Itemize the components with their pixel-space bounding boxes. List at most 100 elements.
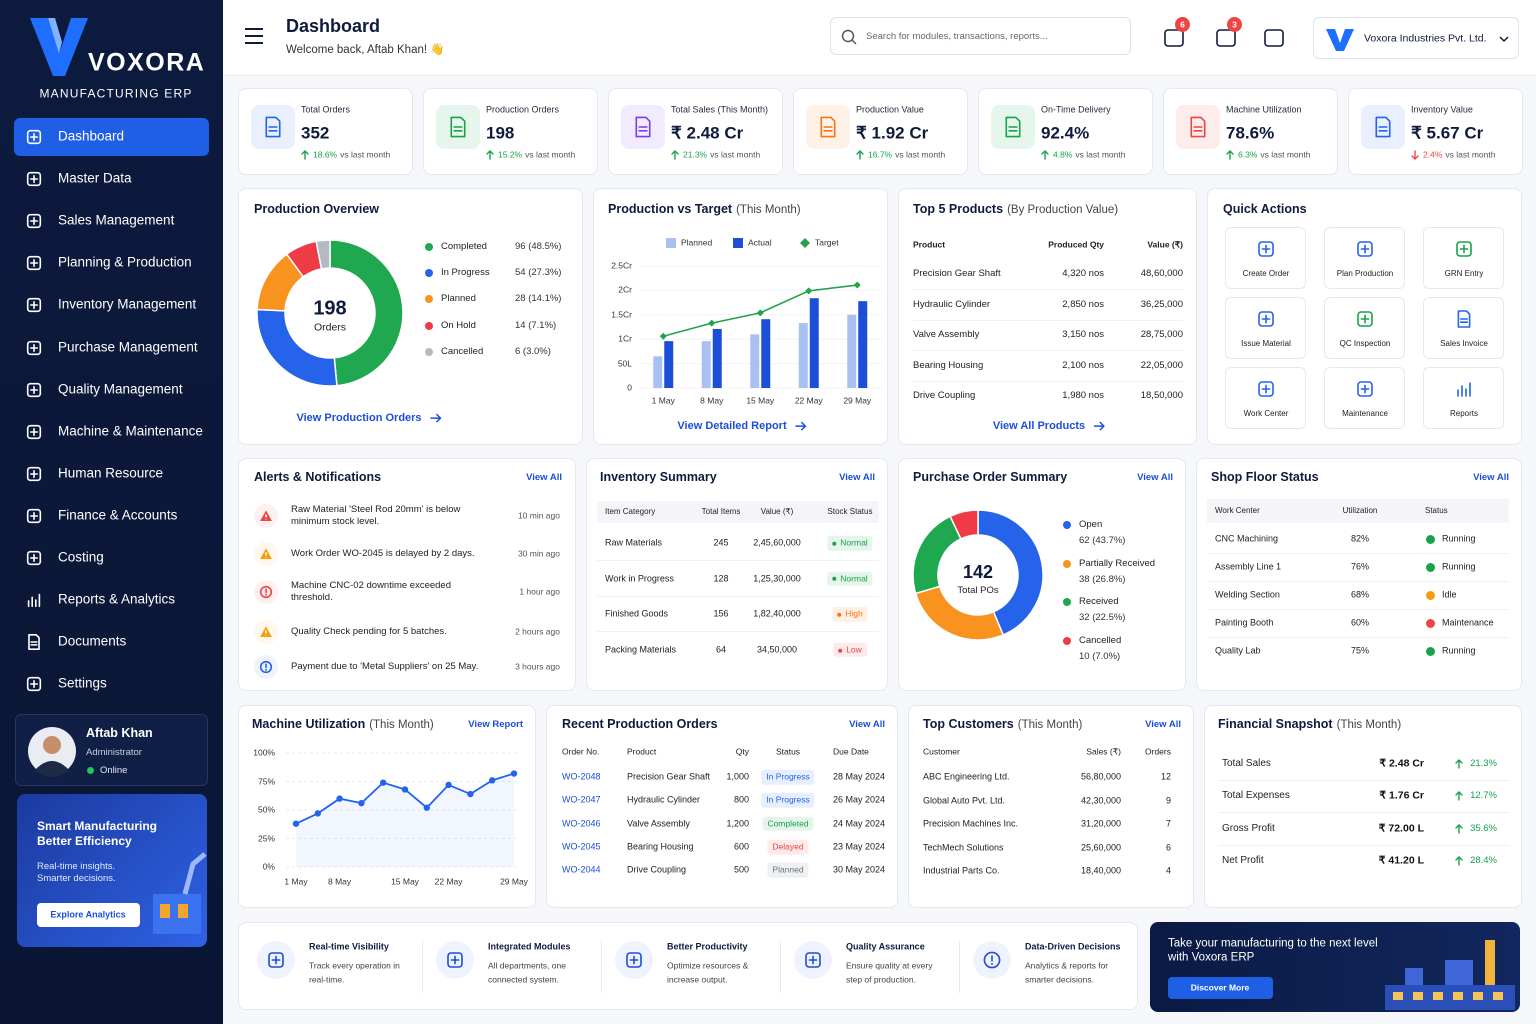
footer-link[interactable]: View Detailed Report: [677, 420, 807, 434]
icon: [26, 466, 42, 481]
quick-action-tile[interactable]: Work Center: [1225, 367, 1306, 429]
alert-time: 3 hours ago: [515, 661, 560, 672]
menu-item[interactable]: Machine & Maintenance: [58, 423, 203, 439]
quick-action-tile[interactable]: Sales Invoice: [1423, 297, 1504, 359]
menu-item[interactable]: Settings: [58, 675, 107, 691]
column-header: Customer: [923, 746, 960, 757]
title-text: Purchase Order Summary: [913, 470, 1068, 485]
company-logo: [1326, 29, 1354, 51]
header-icon-button[interactable]: [1215, 27, 1237, 49]
action-label[interactable]: Create Order: [1242, 269, 1290, 278]
icon: [1258, 241, 1274, 257]
quick-action-tile[interactable]: Issue Material: [1225, 297, 1306, 359]
status-badge: High: [832, 606, 868, 622]
icon: [265, 116, 281, 138]
subtitle-text: (By Production Value): [1007, 204, 1119, 217]
view-all-link[interactable]: View All: [1473, 472, 1509, 484]
view-all-link[interactable]: View All: [849, 719, 885, 731]
footer-link[interactable]: View All Products: [993, 420, 1106, 434]
legend-swatch: [666, 238, 676, 248]
trend-arrow: [1455, 823, 1463, 834]
icon-shape: [29, 343, 39, 352]
fin-label: Total Expenses: [1222, 790, 1290, 802]
footer-link[interactable]: View Production Orders: [296, 412, 442, 426]
menu-item[interactable]: Documents: [58, 633, 127, 649]
calendar-button[interactable]: [1263, 27, 1285, 49]
company-selector[interactable]: Voxora Industries Pvt. Ltd.: [1313, 17, 1519, 59]
menu-item[interactable]: Finance & Accounts: [58, 507, 178, 523]
quick-action-tile[interactable]: QC Inspection: [1324, 297, 1405, 359]
action-label[interactable]: Maintenance: [1342, 409, 1388, 418]
action-label[interactable]: Sales Invoice: [1440, 339, 1488, 348]
cta-button[interactable]: Discover More: [1168, 977, 1273, 999]
chevron: [1499, 36, 1509, 43]
menu-item[interactable]: Costing: [58, 549, 104, 565]
table-cell: 24 May 2024: [833, 817, 886, 828]
icon-shape: [1360, 314, 1370, 324]
quick-action-tile[interactable]: Reports: [1423, 367, 1504, 429]
fin-change: 21.3%: [1470, 758, 1497, 770]
column-header: Value (₹): [1147, 239, 1183, 250]
target-point: [805, 287, 813, 295]
icon-shape: [26, 214, 42, 229]
menu-item[interactable]: Inventory Management: [58, 296, 197, 312]
order-link[interactable]: WO-2046: [562, 817, 601, 828]
view-all-link[interactable]: View Report: [468, 719, 523, 731]
bar: [798, 323, 808, 388]
view-all-link[interactable]: View All: [1137, 472, 1173, 484]
feature-divider: [959, 941, 960, 993]
y-tick-label: 0%: [262, 861, 275, 872]
button-label[interactable]: Discover More: [1190, 982, 1250, 993]
icon-shape: [26, 424, 42, 439]
action-label[interactable]: Plan Production: [1336, 269, 1394, 278]
action-label[interactable]: Work Center: [1243, 409, 1289, 418]
icon: [1357, 311, 1373, 327]
trend-arrow: [1041, 150, 1049, 160]
order-link[interactable]: WO-2044: [562, 864, 601, 875]
menu-item[interactable]: Dashboard: [58, 128, 125, 144]
legend-dot: [1063, 637, 1071, 646]
search-box[interactable]: Search for modules, transactions, report…: [830, 17, 1131, 55]
menu-item[interactable]: Human Resource: [58, 465, 164, 481]
arrow-shape: [430, 413, 442, 423]
status-dot: [837, 612, 842, 617]
table-cell: Drive Coupling: [627, 864, 687, 875]
quick-action-tile[interactable]: Maintenance: [1324, 367, 1405, 429]
action-label[interactable]: QC Inspection: [1339, 339, 1391, 348]
order-link[interactable]: WO-2047: [562, 794, 601, 805]
top-customers-card: Top Customers (This Month) View All Custome…: [908, 705, 1194, 908]
menu-item[interactable]: Planning & Production: [58, 254, 192, 270]
order-link[interactable]: WO-2045: [562, 841, 601, 852]
menu-item[interactable]: Quality Management: [58, 381, 183, 397]
menu-item[interactable]: Purchase Management: [58, 339, 198, 355]
header-icon-button[interactable]: [1163, 27, 1185, 49]
legend-value: 38 (26.8%): [1079, 573, 1126, 585]
feature-text: Optimize resources & increase output.: [667, 960, 749, 984]
icon: [259, 585, 273, 599]
icon-shape: [635, 116, 651, 138]
button-label[interactable]: Explore Analytics: [50, 909, 126, 920]
card-title: Purchase Order Summary: [913, 470, 1067, 486]
view-all-link[interactable]: View All: [526, 472, 562, 484]
quick-action-tile[interactable]: GRN Entry: [1423, 227, 1504, 289]
menu-active[interactable]: [14, 118, 209, 156]
menu-item[interactable]: Reports & Analytics: [58, 591, 176, 607]
promo-illustration: [153, 852, 207, 934]
quick-action-tile[interactable]: Plan Production: [1324, 227, 1405, 289]
action-label[interactable]: Reports: [1449, 409, 1479, 418]
menu-item[interactable]: Master Data: [58, 170, 132, 186]
legend-swatch: [800, 238, 810, 248]
table-cell: Precision Gear Shaft: [627, 771, 711, 782]
view-all-link[interactable]: View All: [839, 472, 875, 484]
table-cell: 2,100 nos: [1062, 359, 1104, 371]
view-all-link[interactable]: View All: [1145, 719, 1181, 731]
target-point: [853, 281, 861, 289]
promo-button[interactable]: Explore Analytics: [37, 903, 140, 927]
action-label[interactable]: GRN Entry: [1444, 269, 1484, 278]
quick-action-tile[interactable]: Create Order: [1225, 227, 1306, 289]
action-label[interactable]: Issue Material: [1241, 339, 1291, 348]
menu-item[interactable]: Sales Management: [58, 212, 175, 228]
order-link[interactable]: WO-2048: [562, 771, 601, 782]
icon: [27, 593, 41, 608]
